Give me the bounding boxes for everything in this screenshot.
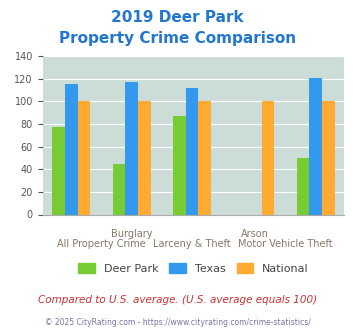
Bar [138, 101, 151, 214]
Text: 2019 Deer Park: 2019 Deer Park [111, 10, 244, 25]
Text: Burglary: Burglary [111, 229, 152, 239]
Bar [65, 84, 78, 214]
Text: © 2025 CityRating.com - https://www.cityrating.com/crime-statistics/: © 2025 CityRating.com - https://www.city… [45, 318, 310, 327]
Text: Property Crime Comparison: Property Crime Comparison [59, 31, 296, 46]
Bar [78, 101, 90, 214]
Text: All Property Crime: All Property Crime [57, 239, 146, 249]
Bar [309, 78, 322, 214]
Text: Compared to U.S. average. (U.S. average equals 100): Compared to U.S. average. (U.S. average … [38, 295, 317, 305]
Legend: Deer Park, Texas, National: Deer Park, Texas, National [73, 259, 313, 279]
Text: Motor Vehicle Theft: Motor Vehicle Theft [238, 239, 333, 249]
Text: Larceny & Theft: Larceny & Theft [153, 239, 231, 249]
Bar [262, 101, 274, 214]
Bar [322, 101, 334, 214]
Bar [173, 116, 186, 214]
Bar [125, 82, 138, 214]
Bar [53, 127, 65, 214]
Text: Arson: Arson [241, 229, 269, 239]
Bar [297, 158, 309, 214]
Bar [113, 164, 125, 214]
Bar [198, 101, 211, 214]
Bar [186, 88, 198, 214]
